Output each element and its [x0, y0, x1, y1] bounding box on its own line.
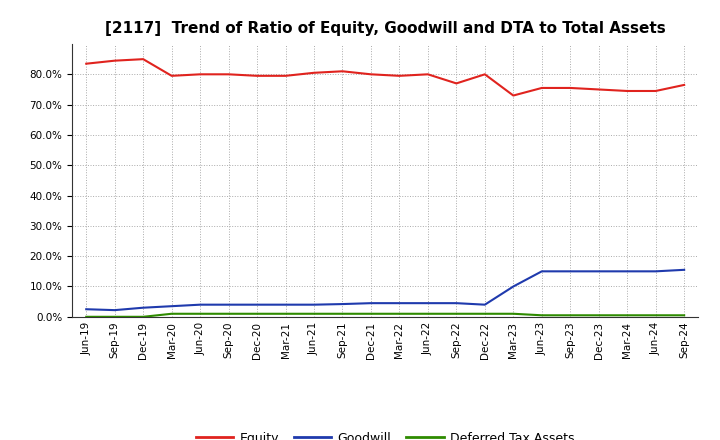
Title: [2117]  Trend of Ratio of Equity, Goodwill and DTA to Total Assets: [2117] Trend of Ratio of Equity, Goodwil… [105, 21, 665, 36]
Legend: Equity, Goodwill, Deferred Tax Assets: Equity, Goodwill, Deferred Tax Assets [191, 427, 580, 440]
